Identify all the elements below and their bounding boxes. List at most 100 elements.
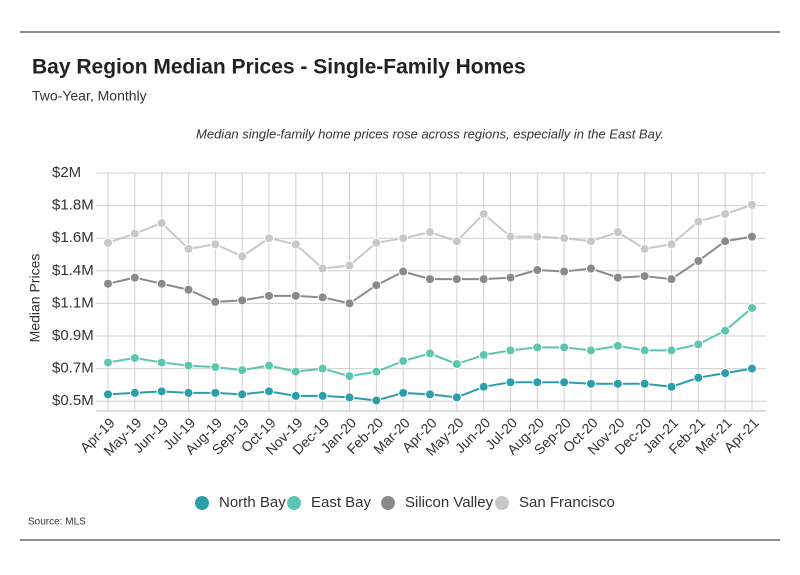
point <box>264 290 274 301</box>
point <box>264 233 274 244</box>
point <box>156 357 167 368</box>
point <box>371 366 382 377</box>
point <box>156 218 167 229</box>
point <box>344 298 355 309</box>
point <box>398 356 409 367</box>
chart-title: Bay Region Median Prices - Single-Family… <box>32 56 526 79</box>
point <box>425 227 435 238</box>
y-tick-label: $0.7M <box>52 360 94 377</box>
point <box>451 359 462 370</box>
y-axis-label: Median Prices <box>27 254 43 343</box>
point <box>586 378 596 389</box>
point <box>693 216 704 227</box>
point <box>264 360 274 371</box>
legend-label: San Francisco <box>519 494 615 511</box>
y-tick-label: $2M <box>52 164 81 181</box>
point <box>371 395 382 406</box>
point <box>505 377 516 388</box>
y-tick-label: $0.5M <box>52 392 94 409</box>
point <box>398 266 409 277</box>
point <box>693 255 704 266</box>
point <box>237 295 248 306</box>
point <box>586 263 596 274</box>
point <box>237 251 248 262</box>
point <box>720 236 731 247</box>
point <box>639 271 650 282</box>
point <box>478 274 489 285</box>
point <box>720 368 731 379</box>
point <box>586 345 596 356</box>
point <box>425 274 435 285</box>
point <box>612 227 623 238</box>
point <box>478 208 489 219</box>
y-tick-label: $1.1M <box>52 294 94 311</box>
point <box>666 345 677 356</box>
annotation: Median single-family home prices rose ac… <box>196 126 664 141</box>
y-tick-label: $1.4M <box>52 262 94 279</box>
point <box>210 296 221 307</box>
point <box>237 389 248 400</box>
point <box>559 377 570 388</box>
legend-marker <box>195 496 209 510</box>
point <box>666 274 677 285</box>
point <box>290 239 301 250</box>
point <box>425 348 435 359</box>
legend-label: East Bay <box>311 494 372 511</box>
point <box>451 274 462 285</box>
point <box>586 236 596 247</box>
point <box>693 339 704 350</box>
point <box>103 389 113 400</box>
point <box>344 260 355 271</box>
point <box>612 340 623 351</box>
point <box>264 386 274 397</box>
point <box>478 349 489 360</box>
legend-label: North Bay <box>219 494 286 511</box>
point <box>183 387 194 398</box>
point <box>371 237 382 248</box>
point <box>317 363 328 374</box>
legend-label: Silicon Valley <box>405 494 494 511</box>
point <box>103 278 113 289</box>
point <box>129 228 140 239</box>
point <box>612 378 623 389</box>
point <box>559 342 570 353</box>
y-tick-label: $1.6M <box>52 229 94 246</box>
point <box>505 272 516 283</box>
point <box>210 387 221 398</box>
point <box>451 392 462 403</box>
point <box>693 372 704 383</box>
point <box>344 392 355 403</box>
point <box>532 265 543 276</box>
point <box>639 243 650 254</box>
point <box>559 266 570 277</box>
point <box>210 239 221 250</box>
y-tick-label: $1.8M <box>52 197 94 214</box>
point <box>103 357 113 368</box>
point <box>505 345 516 356</box>
point <box>237 365 248 376</box>
point <box>183 360 194 371</box>
point <box>747 363 757 374</box>
point <box>720 208 731 219</box>
point <box>559 233 570 244</box>
point <box>317 263 328 274</box>
point <box>747 302 757 313</box>
point <box>290 366 301 377</box>
point <box>478 381 489 392</box>
point <box>371 280 382 291</box>
point <box>156 386 167 397</box>
point <box>747 231 757 242</box>
source: Source: MLS <box>28 517 86 528</box>
point <box>317 390 328 401</box>
point <box>290 290 301 301</box>
point <box>398 233 409 244</box>
point <box>505 231 516 242</box>
point <box>666 239 677 250</box>
point <box>451 236 462 247</box>
point <box>103 237 113 248</box>
legend-marker <box>287 496 301 510</box>
point <box>129 352 140 363</box>
point <box>532 342 543 353</box>
point <box>720 325 731 336</box>
point <box>183 243 194 254</box>
